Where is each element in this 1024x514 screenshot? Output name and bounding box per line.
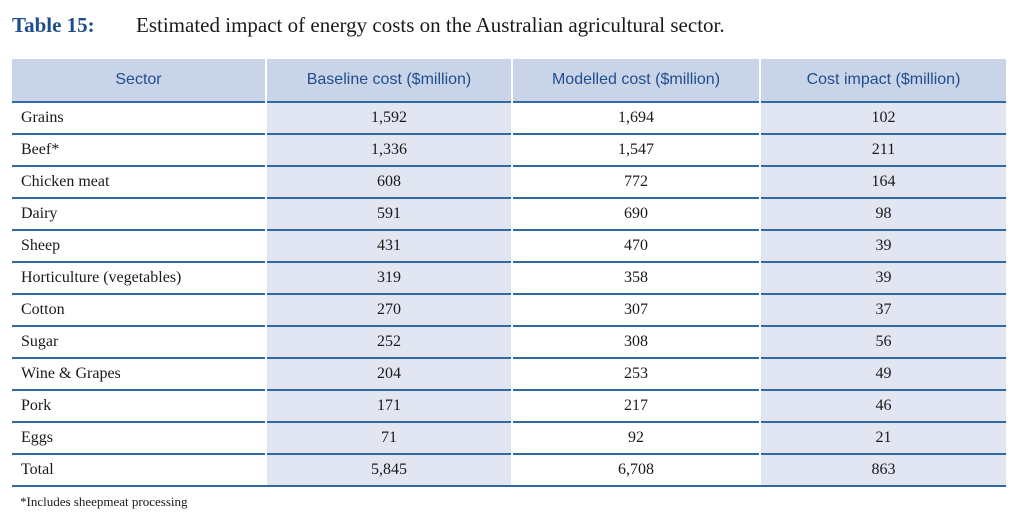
table-row: Wine & Grapes 204 253 49 xyxy=(12,357,1006,390)
cell-sector: Chicken meat xyxy=(12,165,266,198)
table-row: Eggs 71 92 21 xyxy=(12,421,1006,454)
cell-impact: 39 xyxy=(759,261,1006,294)
table-row: Grains 1,592 1,694 102 xyxy=(12,101,1006,134)
column-header-modelled: Modelled cost ($million) xyxy=(511,59,760,102)
table-row: Sugar 252 308 56 xyxy=(12,325,1006,358)
cell-impact: 102 xyxy=(759,101,1006,134)
cell-sector: Total xyxy=(12,453,266,487)
table-row: Dairy 591 690 98 xyxy=(12,197,1006,230)
cell-modelled: 470 xyxy=(511,229,760,262)
cell-sector: Dairy xyxy=(12,197,266,230)
table-footnote: *Includes sheepmeat processing xyxy=(20,494,188,509)
table-row: Beef* 1,336 1,547 211 xyxy=(12,133,1006,166)
table-row: Horticulture (vegetables) 319 358 39 xyxy=(12,261,1006,294)
cell-sector: Eggs xyxy=(12,421,266,454)
table-caption: Table 15: Estimated impact of energy cos… xyxy=(12,10,725,40)
cell-sector: Beef* xyxy=(12,133,266,166)
cell-baseline: 319 xyxy=(265,261,512,294)
cell-modelled: 253 xyxy=(511,357,760,390)
cell-baseline: 71 xyxy=(265,421,512,454)
cell-baseline: 431 xyxy=(265,229,512,262)
column-header-sector: Sector xyxy=(12,59,266,102)
table-number: Table 15: xyxy=(12,12,95,37)
cell-modelled: 308 xyxy=(511,325,760,358)
cell-sector: Grains xyxy=(12,101,266,134)
cell-impact: 37 xyxy=(759,293,1006,326)
cell-baseline: 5,845 xyxy=(265,453,512,487)
table-total-row: Total 5,845 6,708 863 xyxy=(12,453,1006,487)
cell-baseline: 252 xyxy=(265,325,512,358)
cell-impact: 863 xyxy=(759,453,1006,487)
cell-impact: 49 xyxy=(759,357,1006,390)
column-header-impact: Cost impact ($million) xyxy=(759,59,1006,102)
cell-sector: Wine & Grapes xyxy=(12,357,266,390)
cell-impact: 98 xyxy=(759,197,1006,230)
cell-baseline: 270 xyxy=(265,293,512,326)
cell-modelled: 307 xyxy=(511,293,760,326)
cell-modelled: 358 xyxy=(511,261,760,294)
cell-impact: 164 xyxy=(759,165,1006,198)
cell-modelled: 92 xyxy=(511,421,760,454)
cell-sector: Sugar xyxy=(12,325,266,358)
cell-modelled: 1,547 xyxy=(511,133,760,166)
cell-baseline: 608 xyxy=(265,165,512,198)
energy-cost-table: Sector Baseline cost ($million) Modelled… xyxy=(12,59,1006,487)
cell-modelled: 217 xyxy=(511,389,760,422)
cell-sector: Pork xyxy=(12,389,266,422)
cell-sector: Cotton xyxy=(12,293,266,326)
cell-impact: 39 xyxy=(759,229,1006,262)
cell-baseline: 1,336 xyxy=(265,133,512,166)
column-header-baseline: Baseline cost ($million) xyxy=(265,59,512,102)
table-row: Chicken meat 608 772 164 xyxy=(12,165,1006,198)
table-header-row: Sector Baseline cost ($million) Modelled… xyxy=(12,59,1006,102)
cell-sector: Horticulture (vegetables) xyxy=(12,261,266,294)
table-title: Estimated impact of energy costs on the … xyxy=(136,12,725,37)
cell-impact: 56 xyxy=(759,325,1006,358)
table-row: Pork 171 217 46 xyxy=(12,389,1006,422)
cell-baseline: 171 xyxy=(265,389,512,422)
cell-impact: 211 xyxy=(759,133,1006,166)
cell-impact: 46 xyxy=(759,389,1006,422)
cell-modelled: 6,708 xyxy=(511,453,760,487)
cell-sector: Sheep xyxy=(12,229,266,262)
cell-baseline: 591 xyxy=(265,197,512,230)
cell-baseline: 204 xyxy=(265,357,512,390)
table-row: Cotton 270 307 37 xyxy=(12,293,1006,326)
cell-modelled: 690 xyxy=(511,197,760,230)
table-row: Sheep 431 470 39 xyxy=(12,229,1006,262)
cell-modelled: 1,694 xyxy=(511,101,760,134)
cell-baseline: 1,592 xyxy=(265,101,512,134)
cell-impact: 21 xyxy=(759,421,1006,454)
data-table-container: Sector Baseline cost ($million) Modelled… xyxy=(12,59,1006,487)
cell-modelled: 772 xyxy=(511,165,760,198)
